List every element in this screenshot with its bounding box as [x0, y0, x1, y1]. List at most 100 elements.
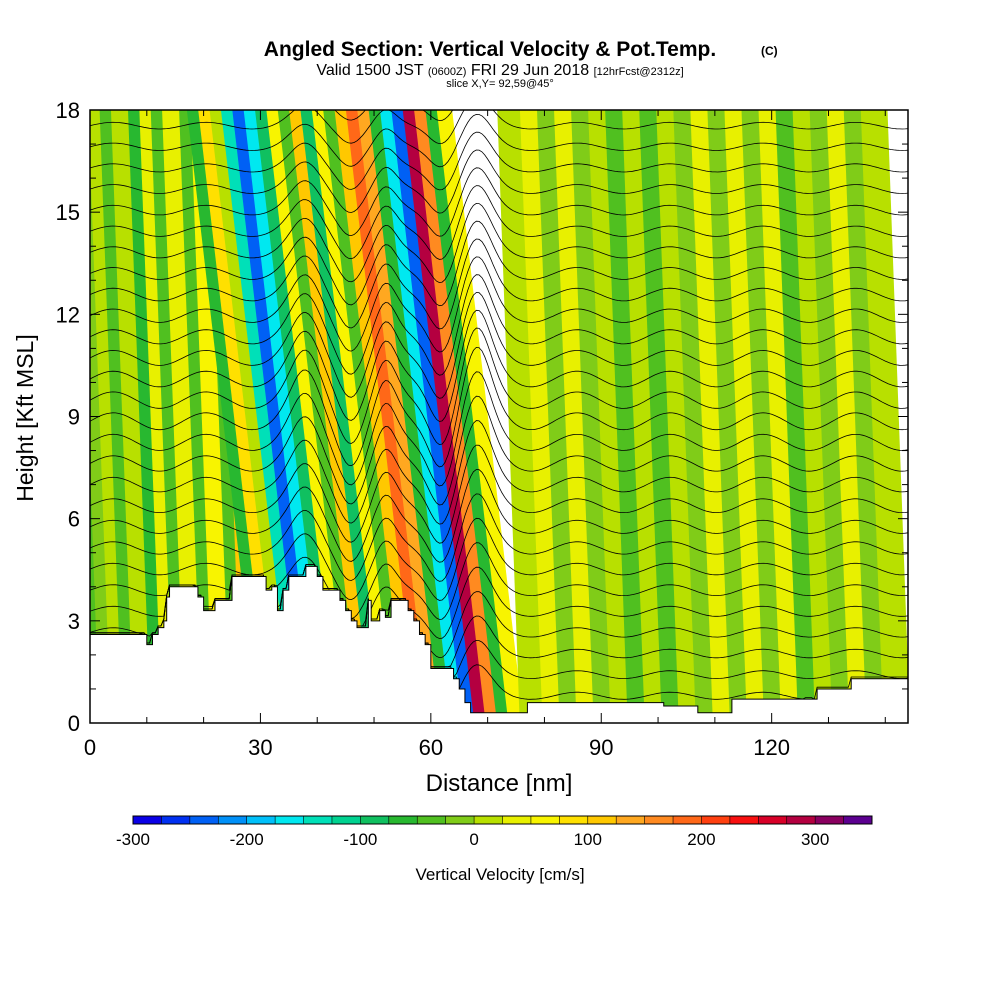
- isentrope-6: [90, 517, 908, 601]
- velocity-band-45: [656, 110, 700, 723]
- isentrope-15: [90, 309, 908, 422]
- colorbar-swatch: [587, 816, 617, 824]
- isentrope-5: [90, 542, 908, 620]
- y-tick-label: 15: [56, 200, 80, 225]
- colorbar-swatch: [133, 816, 162, 824]
- isentrope-8: [90, 469, 908, 563]
- y-tick-label: 12: [56, 302, 80, 327]
- y-tick-label: 9: [68, 405, 80, 430]
- colorbar-tick-label: 200: [687, 830, 715, 849]
- colorbar-swatch: [161, 816, 191, 824]
- x-axis: 0 30 60 90 120: [84, 110, 886, 760]
- isentrope-11: [90, 395, 908, 506]
- velocity-band-49: [724, 110, 768, 723]
- velocity-band-53: [792, 110, 837, 723]
- isentrope-24: [90, 149, 908, 214]
- x-tick-label: 60: [419, 735, 443, 760]
- chart-title: Angled Section: Vertical Velocity & Pot.…: [264, 38, 716, 61]
- isentrope-16: [90, 292, 908, 399]
- valid-prefix: Valid 1500 JST: [316, 62, 424, 79]
- colorbar-swatch: [417, 816, 447, 824]
- colorbar-swatch: [559, 816, 589, 824]
- colorbar-swatch: [218, 816, 248, 824]
- isentrope-10: [90, 420, 908, 525]
- isentrope-20: [90, 220, 908, 307]
- plot-area: [90, 110, 908, 723]
- colorbar-tick-label: 300: [801, 830, 829, 849]
- forecast-info: [12hrFcst@2312z]: [594, 66, 684, 78]
- velocity-band-4: [110, 110, 155, 723]
- isentrope-23: [90, 167, 908, 237]
- isentrope-12: [90, 371, 908, 487]
- y-axis-label: Height [Kft MSL]: [12, 334, 38, 501]
- colorbar-tick-label: -300: [116, 830, 150, 849]
- colorbar-swatch: [502, 816, 532, 824]
- colorbar-swatch: [331, 816, 361, 824]
- isentrope-26: [90, 113, 908, 168]
- colorbar-swatch: [303, 816, 333, 824]
- velocity-band-57: [860, 110, 908, 723]
- velocity-band-54: [809, 110, 854, 723]
- colorbar-label: Vertical Velocity [cm/s]: [415, 865, 584, 884]
- colorbar-swatch: [275, 816, 305, 824]
- isentrope-22: [90, 185, 908, 260]
- terrain-profile: [90, 565, 908, 723]
- colorbar-swatch: [843, 816, 873, 824]
- velocity-band-38: [537, 110, 581, 723]
- colorbar-swatch: [673, 816, 702, 824]
- isentrope-14: [90, 327, 908, 446]
- colorbar-tick-label: -200: [230, 830, 264, 849]
- slice-info: slice X,Y= 92,59@45°: [446, 78, 554, 90]
- velocity-band-48: [707, 110, 751, 723]
- y-tick-label: 18: [56, 98, 80, 123]
- velocity-band-10: [190, 110, 235, 723]
- colorbar-swatch: [644, 816, 674, 824]
- colorbar-swatch: [388, 816, 418, 824]
- isentrope-13: [90, 346, 908, 468]
- velocity-band-55: [826, 110, 871, 723]
- isentrope-25: [90, 131, 908, 191]
- isentrope-27: [90, 110, 908, 145]
- velocity-band-46: [673, 110, 717, 723]
- x-tick-label: 0: [84, 735, 96, 760]
- isentrope-17: [90, 274, 908, 376]
- valid-date: FRI 29 Jun 2018: [471, 62, 589, 79]
- colorbar-tick-label: -100: [343, 830, 377, 849]
- isentrope-9: [90, 444, 908, 544]
- colorbar-swatch: [246, 816, 276, 824]
- isentrope-19: [90, 238, 908, 330]
- isentrope-21: [90, 202, 908, 284]
- velocity-band-47: [690, 110, 734, 723]
- velocity-band-39: [554, 110, 598, 723]
- potential-temperature-contours: [90, 110, 908, 700]
- isentrope-4: [90, 564, 908, 639]
- colorbar-swatch: [445, 816, 475, 824]
- velocity-band-52: [775, 110, 820, 723]
- velocity-band-44: [639, 110, 683, 723]
- y-tick-label: 6: [68, 507, 80, 532]
- x-tick-label: 90: [589, 735, 613, 760]
- valid-time-line: Valid 1500 JST (0600Z) FRI 29 Jun 2018 […: [316, 62, 683, 79]
- x-axis-label: Distance [nm]: [426, 770, 573, 797]
- velocity-band-43: [622, 110, 666, 723]
- velocity-band-50: [741, 110, 786, 723]
- velocity-band-40: [571, 110, 615, 723]
- colorbar-swatch: [474, 816, 503, 824]
- x-tick-label: 120: [753, 735, 790, 760]
- velocity-band-42: [605, 110, 649, 723]
- colorbar-swatch: [758, 816, 788, 824]
- velocity-band-8: [162, 110, 206, 723]
- y-axis: 0 3 6 9 12 15 18: [56, 98, 908, 736]
- isentrope-18: [90, 256, 908, 353]
- chart-title-units: (C): [761, 44, 778, 58]
- x-tick-label: 30: [248, 735, 272, 760]
- colorbar-tick-label: 100: [574, 830, 602, 849]
- y-tick-label: 3: [68, 609, 80, 634]
- velocity-band-56: [843, 110, 888, 723]
- colorbar-swatch: [530, 816, 560, 824]
- isentrope-7: [90, 493, 908, 582]
- colorbar-swatch: [701, 816, 731, 824]
- colorbar-swatch: [189, 816, 219, 824]
- velocity-band-36: [497, 110, 547, 723]
